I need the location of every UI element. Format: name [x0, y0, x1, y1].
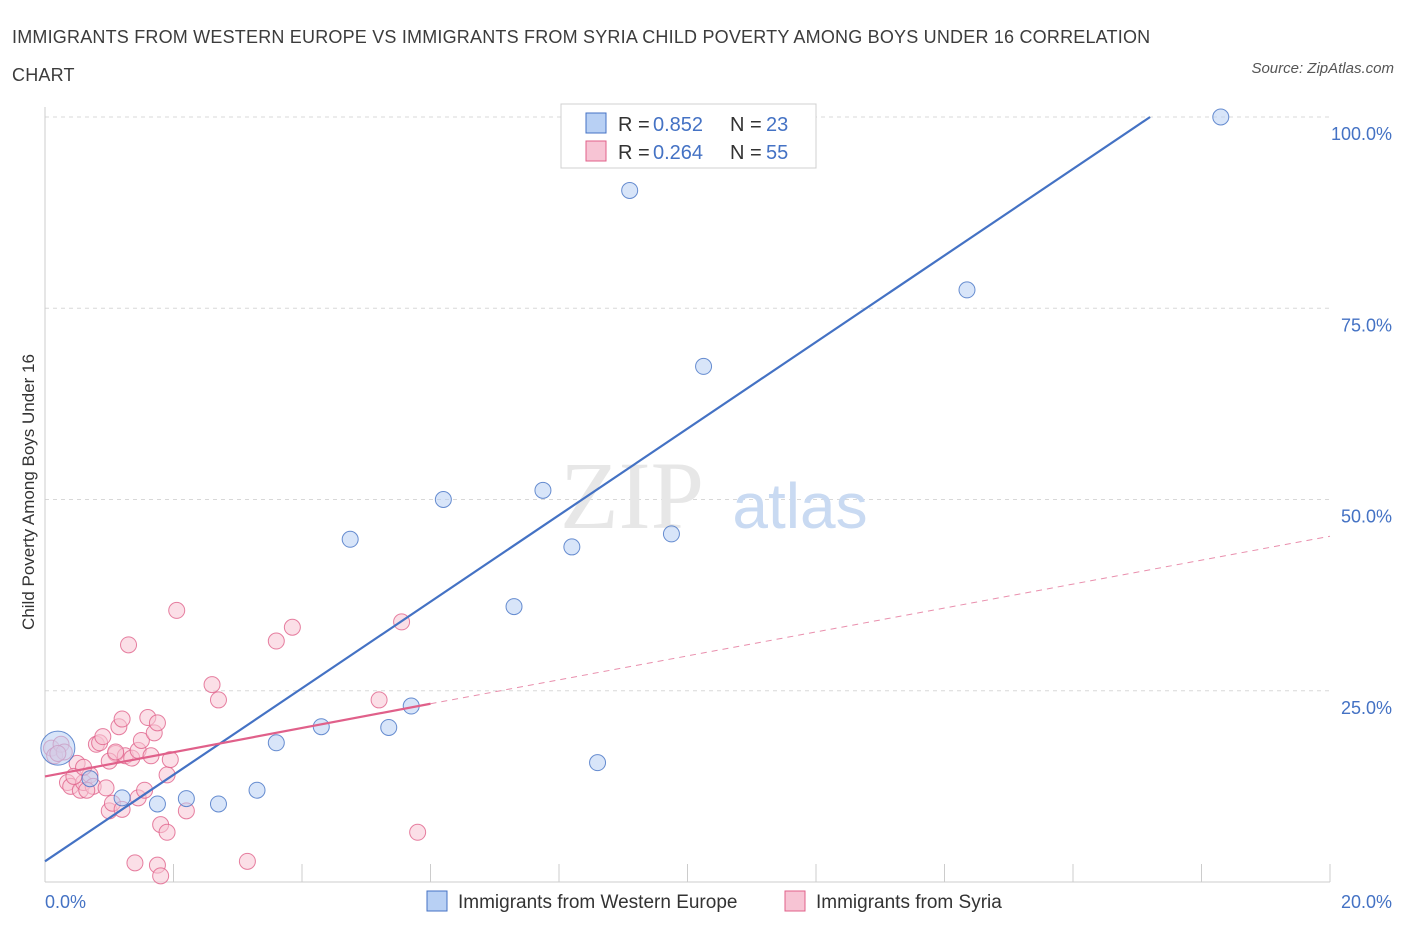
western-europe-point	[589, 754, 607, 772]
trend-line-western-europe	[44, 116, 1151, 863]
western-europe-point	[312, 718, 330, 736]
syria-point	[113, 710, 131, 728]
syria-point	[209, 691, 227, 709]
bottom-legend-label-western-europe: Immigrants from Western Europe	[458, 892, 737, 913]
watermark-atlas: atlas	[732, 470, 867, 542]
syria-point	[158, 823, 176, 841]
axes	[44, 107, 1331, 883]
trend-lines	[44, 116, 1331, 863]
syria-point	[94, 728, 112, 746]
bottom-legend-swatch-pink	[784, 890, 806, 912]
western-europe-point	[563, 538, 581, 556]
syria-point	[370, 691, 388, 709]
x-tick-label-max: 20.0%	[1341, 892, 1392, 912]
western-europe-point	[534, 481, 552, 499]
trend-line-syria-extension	[430, 535, 1331, 705]
y-tick-label: 25.0%	[1341, 698, 1392, 718]
western-europe-point	[695, 357, 713, 375]
syria-point	[283, 618, 301, 636]
western-europe-point	[113, 789, 131, 807]
western-europe-point	[209, 795, 227, 813]
syria-point	[126, 854, 144, 872]
syria-point	[238, 852, 256, 870]
trend-line-syria	[44, 702, 431, 778]
legend-r-label-1: R =	[618, 114, 650, 136]
western-europe-point	[148, 795, 166, 813]
series-western-europe-points	[40, 108, 1230, 813]
watermark: ZIP atlas	[560, 442, 868, 549]
western-europe-point	[248, 781, 266, 799]
syria-point	[120, 636, 138, 654]
syria-point	[152, 867, 170, 885]
y-axis-label: Child Poverty Among Boys Under 16	[19, 354, 38, 630]
legend-n-value-2: 55	[766, 142, 788, 164]
western-europe-point	[958, 281, 976, 299]
y-tick-label: 100.0%	[1331, 124, 1392, 144]
western-europe-point	[380, 718, 398, 736]
watermark-zip: ZIP	[560, 442, 704, 549]
syria-point	[148, 714, 166, 732]
legend-swatch-blue	[585, 112, 607, 134]
bottom-legend-label-syria: Immigrants from Syria	[816, 892, 1002, 913]
syria-point	[107, 743, 125, 761]
western-europe-point	[267, 734, 285, 752]
western-europe-point	[177, 790, 195, 808]
legend-n-label-1: N =	[730, 114, 762, 136]
chart-title: IMMIGRANTS FROM WESTERN EUROPE VS IMMIGR…	[12, 27, 1151, 85]
legend-swatch-pink	[585, 140, 607, 162]
source-label: Source: ZipAtlas.com	[1251, 60, 1394, 77]
legend-n-label-2: N =	[730, 142, 762, 164]
y-tick-label: 75.0%	[1341, 315, 1392, 335]
legend-r-value-2: 0.264	[653, 142, 703, 164]
grid	[45, 116, 1330, 692]
syria-point	[132, 731, 150, 749]
tick-labels: 25.0% 50.0% 75.0% 100.0% 0.0% 20.0%	[45, 124, 1392, 912]
syria-point	[168, 601, 186, 619]
legend-n-value-1: 23	[766, 114, 788, 136]
western-europe-point	[1212, 108, 1230, 126]
syria-point	[161, 751, 179, 769]
western-europe-point	[81, 770, 99, 788]
bottom-legend: Immigrants from Western Europe Immigrant…	[426, 890, 1002, 913]
bottom-legend-swatch-blue	[426, 890, 448, 912]
y-tick-label: 50.0%	[1341, 507, 1392, 527]
syria-point	[97, 779, 115, 797]
legend-r-label-2: R =	[618, 142, 650, 164]
legend-r-value-1: 0.852	[653, 114, 703, 136]
syria-point	[409, 823, 427, 841]
syria-point	[203, 676, 221, 694]
x-tick-label-min: 0.0%	[45, 892, 86, 912]
western-europe-point	[621, 181, 639, 199]
syria-point	[267, 632, 285, 650]
western-europe-point	[505, 598, 523, 616]
western-europe-point	[434, 491, 452, 508]
legend-box: R = 0.852 N = 23 R = 0.264 N = 55	[560, 103, 817, 169]
western-europe-point	[662, 525, 680, 543]
western-europe-point	[341, 530, 359, 548]
western-europe-point	[40, 730, 76, 766]
